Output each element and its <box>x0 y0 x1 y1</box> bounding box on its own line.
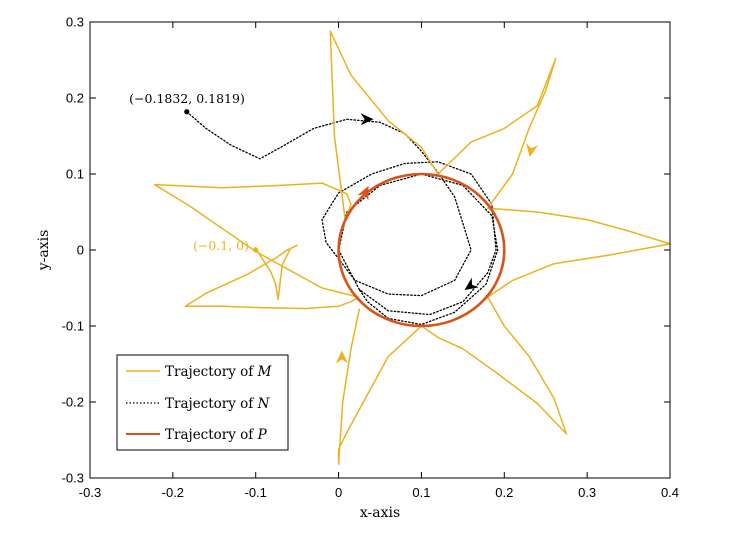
series-m-start-marker <box>253 247 259 253</box>
x-tick-label: -0.2 <box>162 485 184 500</box>
y-tick-label: 0.2 <box>66 91 84 106</box>
plot-layer <box>153 30 671 466</box>
x-tick-label: 0 <box>335 485 342 500</box>
annotation-m-start: (−0.1, 0) <box>193 238 249 253</box>
series-m-arrow-bottom-shape <box>335 350 348 364</box>
y-tick-label: -0.1 <box>62 319 84 334</box>
series-n-arrow-bottom-shape <box>464 277 479 290</box>
series-p-circle <box>337 172 506 328</box>
legend-label-p: Trajectory of P <box>165 427 268 443</box>
legend-label-n: Trajectory of N <box>165 396 271 412</box>
series-n-arrow-top <box>360 113 374 126</box>
series-m-arrow-upper-right-shape <box>526 143 538 158</box>
x-tick-label: 0.1 <box>412 485 430 500</box>
series-n-line <box>186 111 499 326</box>
series-n-arrow-bottom <box>464 277 479 290</box>
x-tick-label: -0.3 <box>79 485 101 500</box>
legend: Trajectory of M Trajectory of N Trajecto… <box>116 354 289 451</box>
annotation-m-start-label: (−0.1, 0) <box>193 238 249 253</box>
ticks-layer: -0.3 -0.2 -0.1 0 0.1 0.2 0.3 0.4 -0.3 -0.2 -0.1 0 0.… <box>62 15 679 501</box>
x-tick-label: -0.1 <box>245 485 267 500</box>
annotation-n-start-label: (−0.1832, 0.1819) <box>129 91 245 106</box>
series-n-arrow-top-shape <box>360 113 374 126</box>
series-n-start-marker <box>184 109 190 115</box>
legend-label-m: Trajectory of M <box>165 364 273 380</box>
x-tick-label: 0.3 <box>578 485 596 500</box>
series-m-line <box>153 30 671 466</box>
y-tick-label: -0.2 <box>62 395 84 410</box>
x-tick-label: 0.2 <box>495 485 513 500</box>
y-tick-label: 0 <box>77 243 84 258</box>
x-tick-label: 0.4 <box>661 485 679 500</box>
series-p-arrow-shape <box>357 186 369 201</box>
series-m-arrow-bottom <box>335 350 348 364</box>
x-axis-label: x-axis <box>360 505 400 521</box>
y-tick-label: -0.3 <box>62 471 84 486</box>
series-p-arrow <box>357 186 369 201</box>
y-tick-label: 0.3 <box>66 15 84 30</box>
annotation-n-start: (−0.1832, 0.1819) <box>129 91 245 106</box>
y-tick-label: 0.1 <box>66 167 84 182</box>
y-axis-label: y-axis <box>36 230 52 272</box>
series-m-arrow-upper-right <box>526 143 538 158</box>
